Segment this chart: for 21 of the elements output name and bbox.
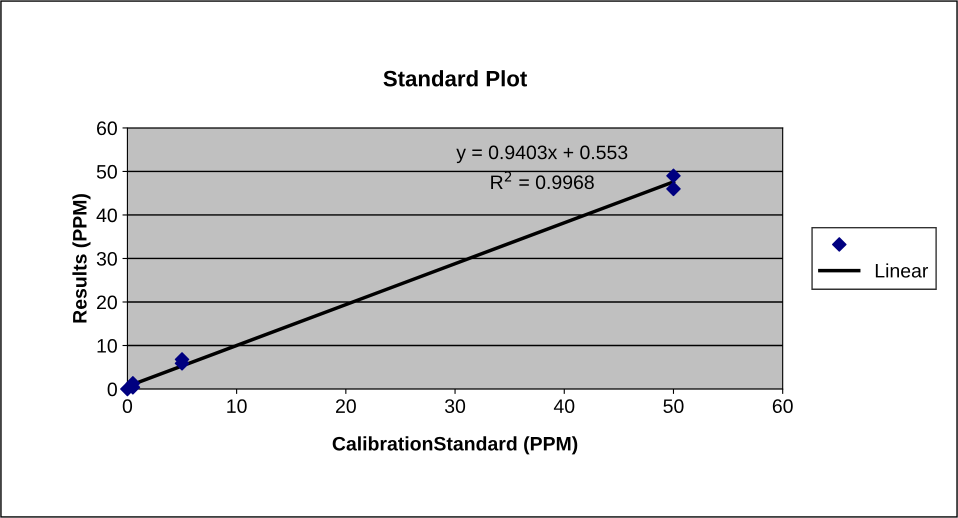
- y-axis-title: Results (PPM): [72, 194, 91, 323]
- legend-label: Linear: [876, 263, 928, 278]
- y-tick-label: 40: [96, 208, 117, 222]
- y-tick-label: 0: [108, 382, 117, 396]
- x-tick-label: 0: [122, 399, 132, 414]
- y-tick-label: 20: [97, 295, 117, 310]
- y-tick-label: 30: [96, 252, 117, 266]
- x-tick-label: 20: [336, 399, 356, 414]
- point: [666, 168, 681, 184]
- x-tick-label: 50: [663, 399, 684, 414]
- x-tick-label: 40: [554, 399, 574, 414]
- chart-title: Standard Plot: [383, 70, 528, 86]
- y-tick-label: 10: [98, 338, 117, 353]
- x-tick-label: 10: [227, 399, 247, 414]
- y-tick-label: 60: [97, 121, 117, 136]
- x-axis-title: CalibrationStandard (PPM): [332, 436, 578, 454]
- y-tick-label: 50: [96, 164, 117, 179]
- x-tick-label: 60: [772, 399, 793, 414]
- annotation: y = 0.9403x + 0.553: [456, 146, 628, 164]
- x-tick-label: 30: [444, 399, 466, 414]
- point: [666, 182, 681, 196]
